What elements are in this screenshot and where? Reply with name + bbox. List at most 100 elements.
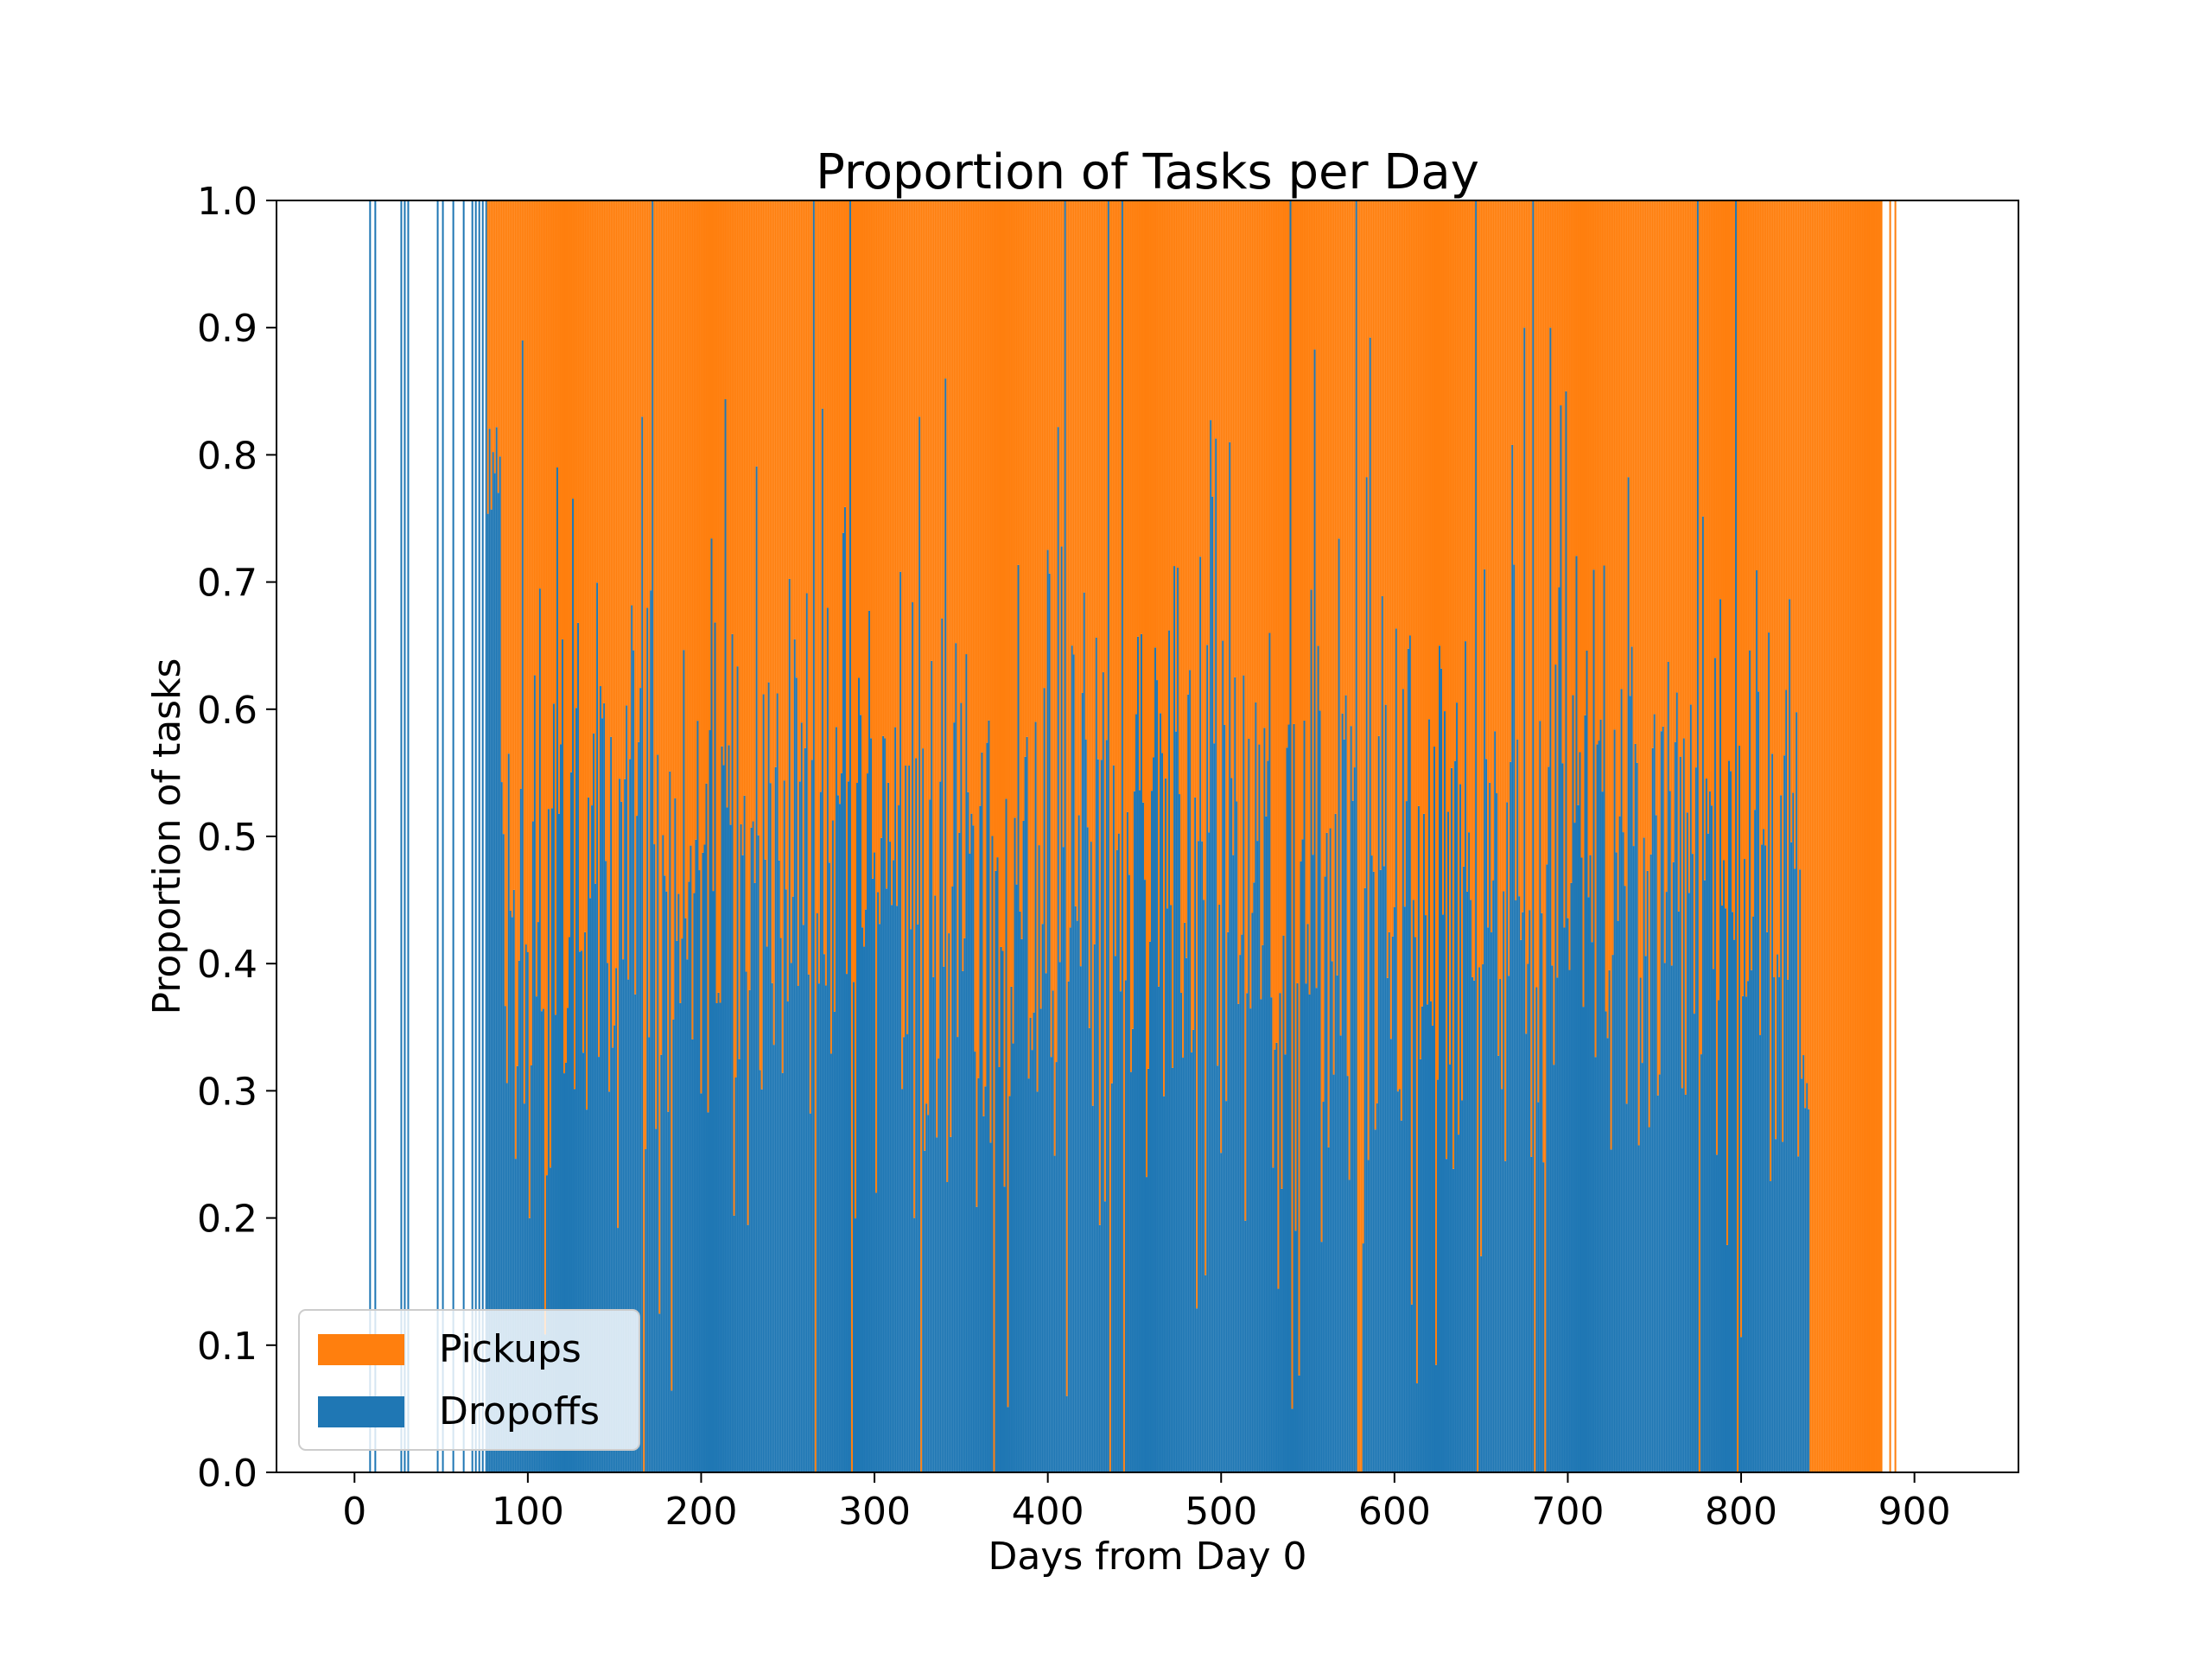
bar-dropoffs: [1643, 837, 1645, 1472]
bar-dropoffs: [981, 752, 983, 1472]
bar-dropoffs: [645, 1148, 647, 1472]
bar-dropoffs: [1286, 747, 1288, 1472]
bar-pickups: [688, 200, 690, 882]
bar-dropoffs: [1730, 771, 1732, 1472]
bar-pickups: [1677, 200, 1680, 912]
bar-pickups: [1203, 200, 1205, 900]
bar-dropoffs: [880, 837, 883, 1472]
bar-pickups: [626, 200, 628, 706]
bar-dropoffs: [1586, 650, 1588, 1472]
bar-dropoffs: [1322, 1102, 1325, 1472]
bar-dropoffs: [831, 820, 834, 1472]
bar-pickups: [1136, 200, 1139, 637]
bar-pickups: [1499, 200, 1502, 980]
bar-dropoffs: [552, 703, 555, 1472]
bar-pickups: [728, 200, 730, 746]
bar-dropoffs: [1708, 791, 1711, 1472]
bar-pickups: [1461, 200, 1464, 1101]
bar-dropoffs: [400, 200, 403, 1472]
bar-pickups: [1100, 200, 1103, 760]
bar-dropoffs: [1527, 963, 1529, 1472]
bar-pickups: [950, 200, 952, 1137]
bar-dropoffs: [976, 1206, 978, 1472]
bar-pickups: [1591, 200, 1593, 943]
bar-pickups: [976, 200, 978, 1207]
bar-pickups: [1160, 200, 1162, 714]
bar-dropoffs: [729, 824, 732, 1472]
bar-dropoffs: [898, 805, 900, 1472]
bar-pickups: [944, 200, 947, 379]
bar-pickups: [1339, 200, 1342, 1036]
bar-pickups: [1022, 200, 1025, 821]
bar-dropoffs: [1090, 842, 1092, 1472]
bar-dropoffs: [882, 735, 885, 1472]
bar-pickups: [1360, 200, 1363, 1472]
bar-pickups: [1376, 200, 1378, 1103]
bar-pickups: [715, 200, 718, 1003]
x-tick-label: 600: [1358, 1490, 1431, 1534]
bar-pickups: [1468, 200, 1471, 833]
bar-pickups: [1463, 200, 1465, 867]
bar-pickups: [1122, 200, 1125, 1472]
bar-pickups: [1029, 200, 1032, 1018]
bar-dropoffs: [1179, 794, 1181, 1472]
bar-pickups: [1643, 200, 1645, 838]
bar-pickups: [1601, 200, 1604, 792]
bar-pickups: [1286, 200, 1288, 748]
bar-dropoffs: [1532, 200, 1535, 1472]
bar-dropoffs: [1265, 816, 1268, 1472]
bar-dropoffs: [1069, 927, 1071, 1472]
bar-dropoffs: [1294, 1230, 1297, 1472]
bar-pickups: [1625, 200, 1628, 1104]
bar-dropoffs: [569, 937, 571, 1472]
bar-dropoffs: [1596, 744, 1599, 1472]
bar-dropoffs: [1759, 1035, 1762, 1472]
bar-pickups: [1834, 200, 1836, 1472]
bar-pickups: [970, 200, 973, 814]
bar-pickups: [1617, 200, 1619, 921]
bar-pickups: [1149, 200, 1152, 942]
bar-dropoffs: [1480, 1255, 1483, 1472]
bar-dropoffs: [836, 795, 839, 1472]
bar-pickups: [1156, 200, 1159, 681]
bar-dropoffs: [951, 887, 954, 1472]
bar-pickups: [1504, 200, 1507, 1161]
bar-pickups: [1012, 200, 1014, 1044]
bar-pickups: [1717, 200, 1719, 1001]
bar-pickups: [880, 200, 883, 838]
bar-pickups: [1038, 200, 1040, 846]
bar-pickups: [1165, 200, 1167, 779]
bar-dropoffs: [1773, 976, 1776, 1472]
bar-pickups: [1168, 200, 1171, 631]
bar-dropoffs: [1663, 963, 1666, 1472]
bar-dropoffs: [1700, 1054, 1702, 1472]
bar-dropoffs: [1206, 645, 1209, 1472]
bar-pickups: [830, 200, 832, 1054]
bar-pickups: [1444, 200, 1446, 712]
bar-dropoffs: [1381, 595, 1383, 1472]
bar-pickups: [1537, 200, 1540, 1103]
bar-pickups: [1466, 200, 1469, 892]
bar-dropoffs: [1465, 641, 1467, 1472]
bar-dropoffs: [731, 633, 734, 1472]
bar-dropoffs: [1168, 630, 1171, 1472]
bar-pickups: [1689, 200, 1692, 705]
bar-pickups: [721, 200, 723, 747]
bar-pickups: [679, 200, 682, 1003]
bar-dropoffs: [867, 773, 869, 1472]
bar-pickups: [893, 200, 895, 861]
bar-pickups: [1751, 200, 1753, 970]
bar-pickups: [1719, 200, 1721, 600]
bar-pickups: [1558, 200, 1560, 588]
bar-pickups: [1147, 200, 1150, 1069]
bar-pickups: [798, 200, 801, 782]
bar-pickups: [639, 200, 642, 689]
bar-pickups: [1206, 200, 1209, 645]
bar-dropoffs: [1473, 980, 1476, 1472]
bar-dropoffs: [1421, 1006, 1423, 1472]
bar-dropoffs: [798, 781, 801, 1472]
bar-pickups: [1575, 200, 1578, 556]
bar-dropoffs: [1391, 936, 1394, 1472]
bar-pickups: [1754, 200, 1757, 810]
bar-dropoffs: [1670, 965, 1673, 1472]
